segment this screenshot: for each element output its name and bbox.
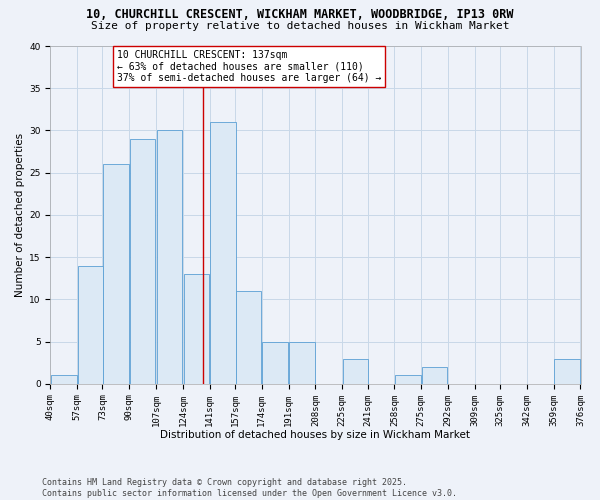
Text: 10, CHURCHILL CRESCENT, WICKHAM MARKET, WOODBRIDGE, IP13 0RW: 10, CHURCHILL CRESCENT, WICKHAM MARKET, … bbox=[86, 8, 514, 20]
Bar bbox=[289, 342, 315, 384]
X-axis label: Distribution of detached houses by size in Wickham Market: Distribution of detached houses by size … bbox=[160, 430, 470, 440]
Bar bbox=[554, 358, 580, 384]
Bar bbox=[262, 342, 288, 384]
Text: 10 CHURCHILL CRESCENT: 137sqm
← 63% of detached houses are smaller (110)
37% of : 10 CHURCHILL CRESCENT: 137sqm ← 63% of d… bbox=[116, 50, 381, 84]
Bar bbox=[157, 130, 182, 384]
Y-axis label: Number of detached properties: Number of detached properties bbox=[15, 133, 25, 297]
Bar bbox=[395, 376, 421, 384]
Bar bbox=[184, 274, 209, 384]
Bar bbox=[236, 291, 261, 384]
Bar bbox=[103, 164, 128, 384]
Bar bbox=[343, 358, 368, 384]
Bar bbox=[78, 266, 103, 384]
Text: Contains HM Land Registry data © Crown copyright and database right 2025.
Contai: Contains HM Land Registry data © Crown c… bbox=[42, 478, 457, 498]
Bar bbox=[422, 367, 448, 384]
Bar bbox=[211, 122, 236, 384]
Text: Size of property relative to detached houses in Wickham Market: Size of property relative to detached ho… bbox=[91, 21, 509, 31]
Bar bbox=[130, 139, 155, 384]
Bar bbox=[51, 376, 77, 384]
